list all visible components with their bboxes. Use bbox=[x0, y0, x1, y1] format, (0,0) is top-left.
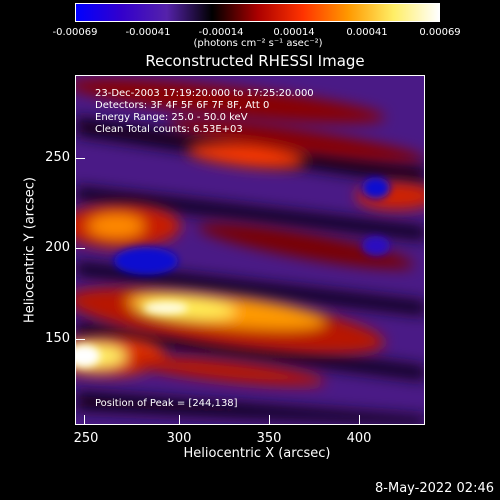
x-axis-label: Heliocentric X (arcsec) bbox=[183, 446, 331, 461]
image-bright-cores bbox=[76, 302, 188, 367]
x-tick-label: 250 bbox=[73, 431, 99, 446]
image-emission-bands bbox=[76, 79, 424, 386]
x-tick-mark bbox=[269, 415, 270, 425]
y-tick-mark bbox=[75, 158, 85, 159]
y-tick-label: 250 bbox=[45, 150, 70, 165]
y-tick-label: 150 bbox=[45, 331, 70, 346]
info-clean-counts: Clean Total counts: 6.53E+03 bbox=[95, 124, 243, 135]
colorbar-tick: -0.00041 bbox=[125, 27, 171, 38]
colorbar-tick: 0.00069 bbox=[419, 27, 461, 38]
info-energy-range: Energy Range: 25.0 - 50.0 keV bbox=[95, 112, 248, 123]
y-tick-mark bbox=[75, 339, 85, 340]
info-time-range: 23-Dec-2003 17:19:20.000 to 17:25:20.000 bbox=[95, 88, 314, 99]
colorbar-tick: 0.00041 bbox=[346, 27, 388, 38]
plot-title: Reconstructed RHESSI Image bbox=[145, 52, 365, 70]
y-axis-label: Heliocentric Y (arcsec) bbox=[22, 177, 38, 323]
x-tick-mark bbox=[359, 415, 360, 425]
y-tick-mark bbox=[75, 248, 85, 249]
colorbar bbox=[75, 3, 440, 22]
info-detectors: Detectors: 3F 4F 5F 6F 7F 8F, Att 0 bbox=[95, 100, 270, 111]
x-tick-mark bbox=[179, 415, 180, 425]
image-canvas bbox=[76, 76, 424, 424]
colorbar-tick: -0.00069 bbox=[52, 27, 98, 38]
x-tick-label: 350 bbox=[256, 431, 282, 446]
y-tick-label: 200 bbox=[45, 240, 70, 255]
timestamp: 8-May-2022 02:46 bbox=[375, 481, 494, 496]
x-tick-label: 300 bbox=[166, 431, 192, 446]
peak-position: Position of Peak = [244,138] bbox=[95, 398, 238, 409]
colorbar-unit-label: (photons cm⁻² s⁻¹ asec⁻²) bbox=[193, 38, 323, 49]
x-tick-mark bbox=[84, 415, 85, 425]
x-tick-label: 400 bbox=[346, 431, 372, 446]
image-blue-negatives bbox=[114, 177, 390, 275]
rhessi-image bbox=[75, 75, 425, 425]
colorbar-tick: -0.00014 bbox=[198, 27, 244, 38]
colorbar-tick: 0.00014 bbox=[273, 27, 315, 38]
